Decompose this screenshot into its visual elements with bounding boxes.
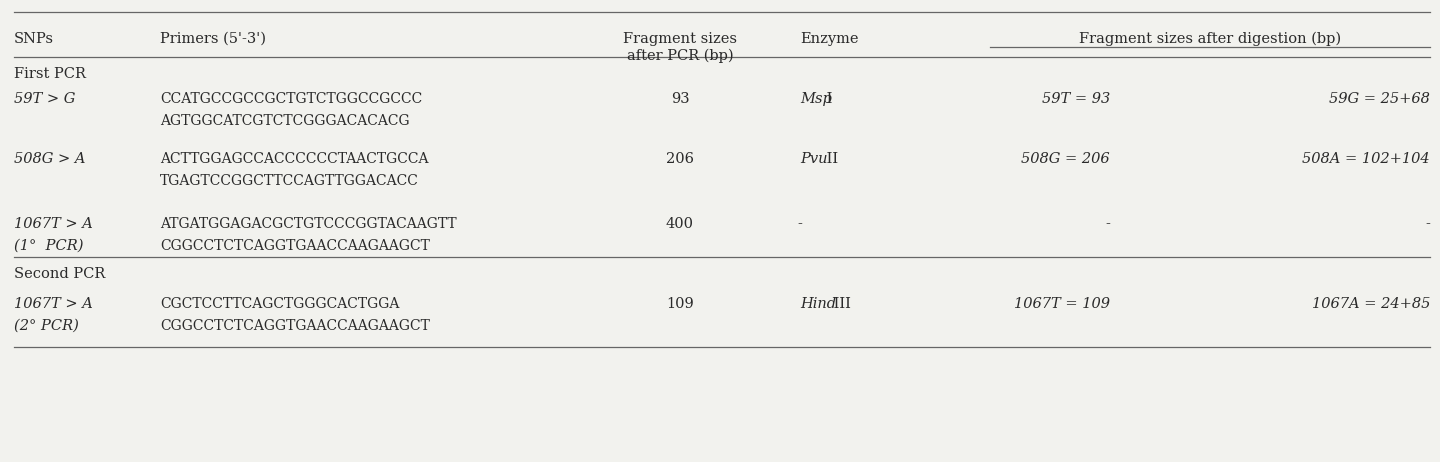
Text: 508G > A: 508G > A xyxy=(14,152,85,166)
Text: Fragment sizes after digestion (bp): Fragment sizes after digestion (bp) xyxy=(1079,32,1341,46)
Text: Second PCR: Second PCR xyxy=(14,267,105,281)
Text: (1°  PCR): (1° PCR) xyxy=(14,239,84,253)
Text: 1067T > A: 1067T > A xyxy=(14,297,92,311)
Text: CGGCCTCTCAGGTGAACCAAGAAGCT: CGGCCTCTCAGGTGAACCAAGAAGCT xyxy=(160,239,431,253)
Text: Pvu: Pvu xyxy=(801,152,828,166)
Text: Primers (5'-3'): Primers (5'-3') xyxy=(160,32,266,46)
Text: 59T = 93: 59T = 93 xyxy=(1041,92,1110,106)
Text: I: I xyxy=(822,92,832,106)
Text: 1067T = 109: 1067T = 109 xyxy=(1014,297,1110,311)
Text: III: III xyxy=(829,297,851,311)
Text: 59G = 25+68: 59G = 25+68 xyxy=(1329,92,1430,106)
Text: 508G = 206: 508G = 206 xyxy=(1021,152,1110,166)
Text: SNPs: SNPs xyxy=(14,32,55,46)
Text: 109: 109 xyxy=(667,297,694,311)
Text: 508A = 102+104: 508A = 102+104 xyxy=(1302,152,1430,166)
Text: 1067T > A: 1067T > A xyxy=(14,217,92,231)
Text: CCATGCCGCCGCTGTCTGGCCGCCC: CCATGCCGCCGCTGTCTGGCCGCCC xyxy=(160,92,422,106)
Text: 206: 206 xyxy=(665,152,694,166)
Text: AGTGGCATCGTCTCGGGACACACG: AGTGGCATCGTCTCGGGACACACG xyxy=(160,114,409,128)
Text: TGAGTCCGGCTTCCAGTTGGACACC: TGAGTCCGGCTTCCAGTTGGACACC xyxy=(160,174,419,188)
Text: Enzyme: Enzyme xyxy=(801,32,858,46)
Text: -: - xyxy=(1104,217,1110,231)
Text: 400: 400 xyxy=(665,217,694,231)
Text: ATGATGGAGACGCTGTCCCGGTACAAGTT: ATGATGGAGACGCTGTCCCGGTACAAGTT xyxy=(160,217,456,231)
Text: II: II xyxy=(822,152,838,166)
Text: 93: 93 xyxy=(671,92,690,106)
Text: -: - xyxy=(798,217,802,231)
Text: Fragment sizes
after PCR (bp): Fragment sizes after PCR (bp) xyxy=(624,32,737,63)
Text: CGGCCTCTCAGGTGAACCAAGAAGCT: CGGCCTCTCAGGTGAACCAAGAAGCT xyxy=(160,319,431,333)
Text: ACTTGGAGCCACCCCCCTAACTGCCA: ACTTGGAGCCACCCCCCTAACTGCCA xyxy=(160,152,429,166)
Text: 59T > G: 59T > G xyxy=(14,92,75,106)
Text: (2° PCR): (2° PCR) xyxy=(14,319,79,333)
Text: CGCTCCTTCAGCTGGGCACTGGA: CGCTCCTTCAGCTGGGCACTGGA xyxy=(160,297,399,311)
Text: Hind: Hind xyxy=(801,297,837,311)
Text: 1067A = 24+85: 1067A = 24+85 xyxy=(1312,297,1430,311)
Text: -: - xyxy=(1426,217,1430,231)
Text: Msp: Msp xyxy=(801,92,832,106)
Text: First PCR: First PCR xyxy=(14,67,86,81)
